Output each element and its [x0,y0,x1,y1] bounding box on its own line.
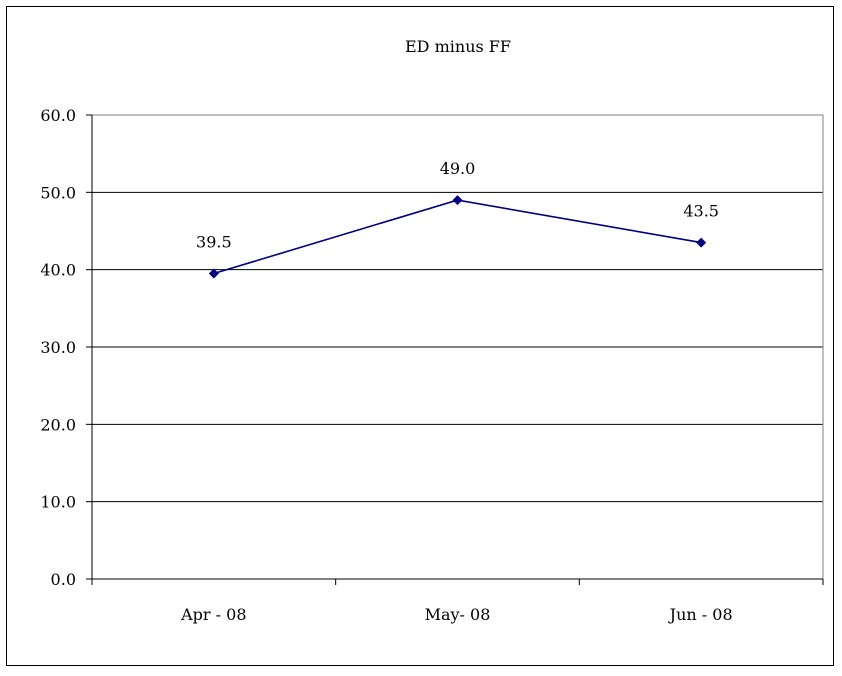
y-tick-label: 0.0 [51,570,76,589]
data-label: 39.5 [196,233,232,252]
y-tick-label: 50.0 [40,183,76,202]
data-point [452,195,463,206]
data-label: 49.0 [440,159,476,178]
chart-frame [6,6,834,666]
x-tick-label: Jun - 08 [668,605,733,624]
y-tick-label: 60.0 [40,106,76,125]
y-tick-label: 40.0 [40,261,76,280]
data-label: 43.5 [683,202,719,221]
y-tick-label: 30.0 [40,338,76,357]
series-line [213,199,702,275]
chart-title: ED minus FF [405,37,511,56]
y-tick-label: 10.0 [40,493,76,512]
data-point [208,268,219,279]
x-tick-label: Apr - 08 [180,605,246,624]
plot-area: 0.0 10.0 20.0 30.0 40.0 50.0 60.0 Apr - 08 May- … [40,106,824,624]
y-tick-label: 20.0 [40,415,76,434]
x-tick-label: May- 08 [425,605,491,624]
data-point [696,237,707,248]
